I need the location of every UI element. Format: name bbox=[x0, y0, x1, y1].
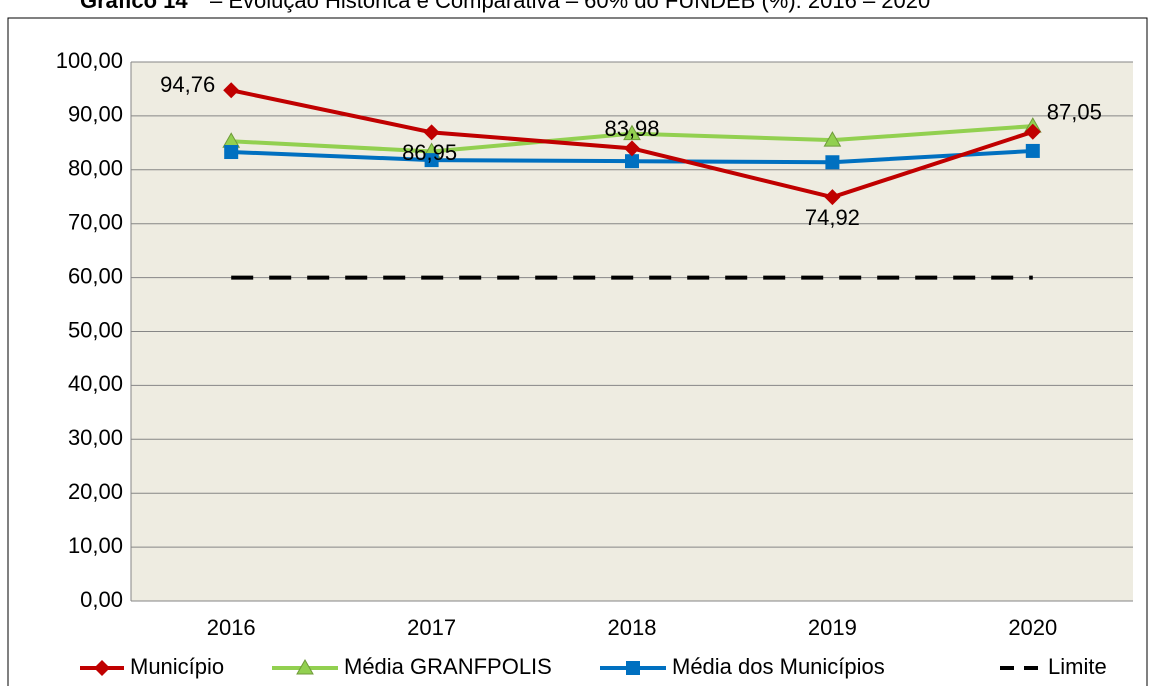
legend-label: Média dos Municípios bbox=[672, 654, 885, 679]
y-tick-label: 40,00 bbox=[68, 371, 123, 396]
marker bbox=[825, 155, 840, 170]
marker bbox=[296, 658, 314, 675]
y-tick-label: 80,00 bbox=[68, 156, 123, 181]
x-tick-label: 2020 bbox=[1008, 615, 1057, 640]
marker bbox=[626, 661, 640, 675]
marker bbox=[624, 140, 640, 157]
y-tick-label: 10,00 bbox=[68, 533, 123, 558]
y-tick-label: 60,00 bbox=[68, 263, 123, 288]
marker bbox=[1024, 123, 1041, 140]
chart-title: – Evolução Histórica e Comparativa – 60%… bbox=[210, 0, 930, 13]
data-label: 83,98 bbox=[604, 116, 659, 141]
marker bbox=[94, 660, 110, 676]
data-label: 87,05 bbox=[1047, 100, 1102, 125]
data-label: 94,76 bbox=[160, 72, 215, 97]
y-tick-label: 90,00 bbox=[68, 102, 123, 127]
x-tick-label: 2018 bbox=[608, 615, 657, 640]
marker bbox=[824, 189, 841, 206]
y-tick-label: 70,00 bbox=[68, 210, 123, 235]
chart-title-prefix: Gráfico 14 bbox=[80, 0, 188, 13]
marker bbox=[1025, 143, 1040, 158]
marker bbox=[823, 131, 842, 147]
y-tick-label: 100,00 bbox=[56, 48, 123, 73]
legend-label: Município bbox=[130, 654, 224, 679]
x-tick-label: 2016 bbox=[207, 615, 256, 640]
legend-label: Limite bbox=[1048, 654, 1107, 679]
y-tick-label: 0,00 bbox=[80, 587, 123, 612]
marker bbox=[224, 145, 239, 160]
x-tick-label: 2019 bbox=[808, 615, 857, 640]
data-label: 74,92 bbox=[805, 205, 860, 230]
legend-label: Média GRANFPOLIS bbox=[344, 654, 552, 679]
y-tick-label: 20,00 bbox=[68, 479, 123, 504]
y-tick-label: 30,00 bbox=[68, 425, 123, 450]
marker bbox=[424, 153, 439, 168]
marker bbox=[623, 124, 641, 141]
x-tick-label: 2017 bbox=[407, 615, 456, 640]
y-tick-label: 50,00 bbox=[68, 317, 123, 342]
marker bbox=[625, 154, 639, 169]
marker bbox=[423, 124, 440, 141]
data-label: 86,95 bbox=[402, 140, 457, 165]
marker bbox=[223, 82, 240, 99]
